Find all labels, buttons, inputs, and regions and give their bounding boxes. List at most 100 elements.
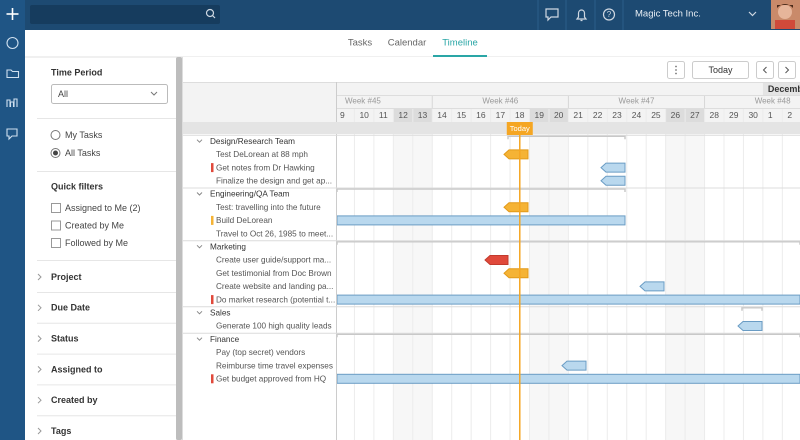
task-bar[interactable] (600, 162, 626, 173)
day-label: 14 (437, 110, 447, 120)
add-button[interactable] (6, 8, 19, 20)
task-bar[interactable] (337, 215, 626, 226)
task-name[interactable]: Build DeLorean (216, 216, 273, 225)
avatar[interactable] (771, 0, 800, 29)
task-bar[interactable] (337, 373, 800, 384)
task-name[interactable]: Reimburse time travel expenses (216, 361, 333, 370)
today-label: Today (510, 124, 530, 133)
radio-label[interactable]: My Tasks (65, 130, 103, 140)
section-title[interactable]: Tags (51, 426, 71, 436)
day-label: 19 (535, 110, 545, 120)
task-bar[interactable] (639, 281, 665, 292)
team-name: Engineering/QA Team (210, 190, 290, 199)
task-name[interactable]: Create user guide/support ma... (216, 256, 331, 265)
chat-icon[interactable] (545, 8, 559, 22)
task-name[interactable]: Travel to Oct 26, 1985 to meet... (216, 229, 333, 238)
checkbox-label[interactable]: Assigned to Me (2) (65, 203, 141, 213)
rail-active (25, 35, 28, 51)
account-menu[interactable] (748, 11, 757, 17)
company-name[interactable]: Magic Tech Inc. (635, 9, 701, 20)
select-value: All (58, 89, 68, 99)
checkbox[interactable] (51, 220, 61, 231)
weekend-shade (393, 122, 413, 440)
day-label: 12 (398, 110, 408, 120)
section-title[interactable]: Created by (51, 395, 98, 405)
task-bar[interactable] (503, 202, 529, 213)
task-name[interactable]: Get budget approved from HQ (216, 374, 326, 383)
task-bar[interactable] (561, 360, 587, 371)
prev-button[interactable] (756, 61, 774, 79)
checkbox-label[interactable]: Created by Me (65, 220, 124, 230)
radio[interactable] (50, 130, 61, 140)
day-label: 15 (457, 110, 467, 120)
team-name: Marketing (210, 242, 246, 251)
weekend-shade (529, 108, 549, 122)
today-button[interactable] (692, 61, 749, 79)
today-marker (506, 122, 533, 135)
task-name[interactable]: Generate 100 high quality leads (216, 322, 332, 331)
checkbox[interactable] (51, 238, 61, 248)
tree-caret[interactable] (196, 192, 203, 196)
day-label: 17 (496, 110, 506, 120)
weekend-shade (685, 108, 705, 122)
checkbox[interactable] (51, 203, 61, 213)
tree-caret[interactable] (196, 310, 203, 315)
task-bar[interactable] (600, 175, 626, 186)
rail-folder-icon[interactable] (6, 69, 20, 79)
checkbox-label[interactable]: Followed by Me (65, 238, 128, 248)
section-caret (37, 396, 42, 404)
tree-caret[interactable] (196, 337, 203, 341)
team-name: Sales (210, 308, 230, 317)
task-name[interactable]: Get notes from Dr Hawking (216, 163, 315, 172)
section-title[interactable]: Status (51, 333, 79, 343)
today-button-label[interactable]: Today (708, 65, 733, 75)
section-caret (37, 366, 42, 373)
weekend-shade (412, 122, 433, 440)
section-caret (37, 427, 42, 435)
month-label: December (768, 84, 800, 94)
week-label: Week #45 (345, 97, 381, 106)
rail-chat-icon[interactable] (6, 128, 18, 141)
task-bar[interactable] (737, 321, 763, 331)
quick-filters-title: Quick filters (51, 181, 103, 191)
section-title[interactable]: Due Date (51, 303, 90, 313)
task-flag (211, 163, 214, 173)
day-label: 1 (768, 110, 773, 120)
task-bar[interactable] (484, 255, 509, 265)
bell-icon[interactable] (575, 9, 588, 22)
tree-caret[interactable] (196, 244, 203, 249)
tab[interactable]: Timeline (442, 38, 478, 49)
search-box[interactable] (30, 5, 220, 24)
day-label: 28 (710, 110, 720, 120)
scrollbar-thumb[interactable] (176, 57, 182, 440)
radio-label[interactable]: All Tasks (65, 148, 101, 158)
task-flag (211, 295, 214, 305)
week-label: Week #47 (619, 97, 655, 106)
task-bar[interactable] (503, 268, 529, 279)
section-title[interactable]: Project (51, 272, 82, 282)
day-label: 23 (612, 110, 622, 120)
task-bar[interactable] (337, 294, 800, 305)
task-name[interactable]: Create website and landing pa... (216, 282, 333, 291)
time-period-select[interactable] (51, 84, 168, 104)
section-title[interactable]: Assigned to (51, 364, 103, 374)
help-icon[interactable] (602, 8, 616, 21)
task-name[interactable]: Test DeLorean at 88 mph (216, 150, 308, 159)
section-caret (37, 273, 42, 281)
task-flag (211, 374, 214, 384)
tab[interactable]: Tasks (348, 38, 373, 49)
task-bar[interactable] (503, 149, 529, 160)
rail-team-icon[interactable] (6, 98, 18, 107)
task-name[interactable]: Pay (top secret) vendors (216, 348, 305, 357)
tab[interactable]: Calendar (388, 38, 427, 49)
task-name[interactable]: Get testimonial from Doc Brown (216, 269, 332, 278)
task-name[interactable]: Test: travelling into the future (216, 203, 321, 212)
task-name[interactable]: Finalize the design and get ap... (216, 176, 332, 185)
task-name[interactable]: Do market research (potential t... (216, 295, 335, 304)
weekend-shade (685, 122, 705, 440)
rail-timeline-icon[interactable] (6, 36, 19, 50)
next-button[interactable] (778, 61, 796, 79)
filter-label: Time Period (51, 67, 102, 77)
tree-caret[interactable] (196, 139, 203, 143)
weekend-shade (548, 122, 569, 440)
